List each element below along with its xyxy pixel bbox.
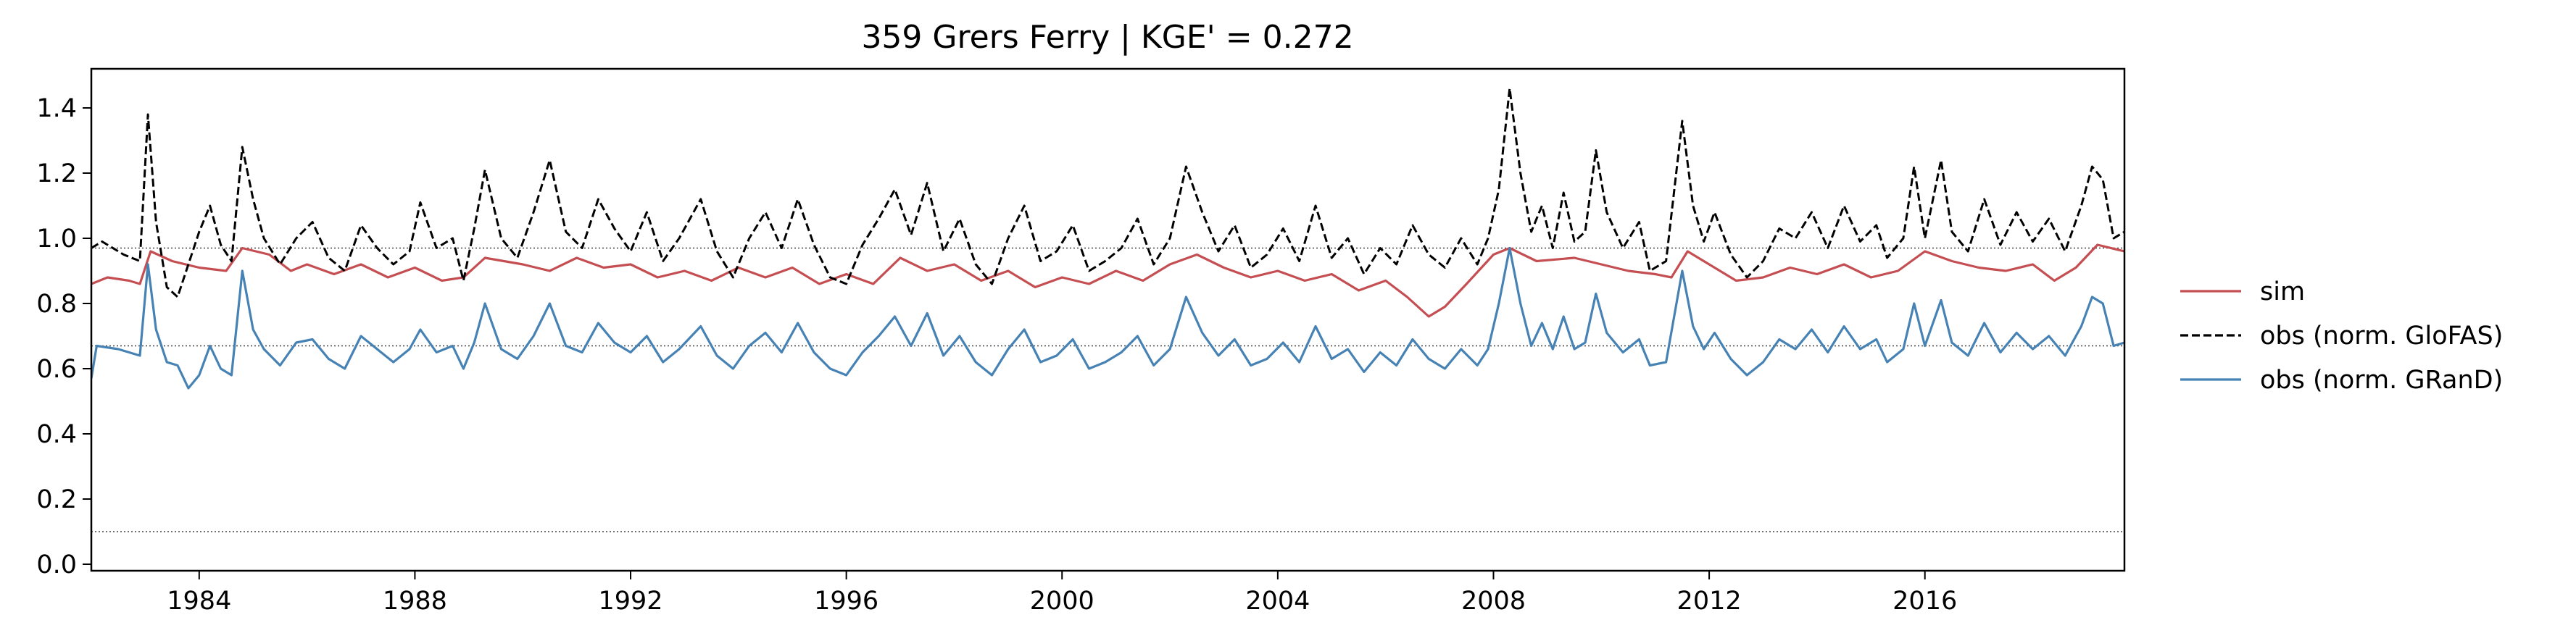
legend: sim obs (norm. GloFAS) obs (norm. GRanD) [2180,277,2503,395]
legend-label-2: obs (norm. GRanD) [2260,366,2503,395]
x-tick-label: 1984 [167,587,231,616]
y-tick-label: 0.6 [36,355,77,384]
y-tick-label: 0.2 [36,485,77,514]
x-tick-label: 2012 [1677,587,1742,616]
legend-label-0: sim [2260,277,2305,306]
series-layer [91,87,2124,390]
x-tick-label: 2016 [1892,587,1957,616]
x-tick-label: 2004 [1245,587,1310,616]
y-tick-label: 0.8 [36,290,77,319]
plot-frame [90,67,2126,572]
series-line-0 [91,243,2124,318]
series-line-2 [91,246,2124,390]
y-axis: 0.0 0.2 0.4 0.6 0.8 1.0 1.2 1.4 [36,94,91,579]
chart-title: 359 Grers Ferry | KGE' = 0.272 [861,19,1353,56]
y-tick-label: 0.4 [36,420,77,449]
x-tick-label: 1992 [598,587,662,616]
y-tick-label: 1.0 [36,225,77,254]
legend-label-1: obs (norm. GloFAS) [2260,322,2503,351]
y-tick-label: 1.4 [36,94,77,123]
y-tick-label: 1.2 [36,159,77,188]
x-tick-label: 1988 [383,587,447,616]
x-tick-label: 2008 [1461,587,1526,616]
x-axis: 1984 1988 1992 1996 2000 2004 2008 2012 2016 [167,571,1957,616]
x-tick-label: 1996 [814,587,878,616]
reference-lines [91,247,2124,532]
x-tick-label: 2000 [1030,587,1094,616]
y-tick-label: 0.0 [36,550,77,579]
series-line-1 [91,87,2124,298]
